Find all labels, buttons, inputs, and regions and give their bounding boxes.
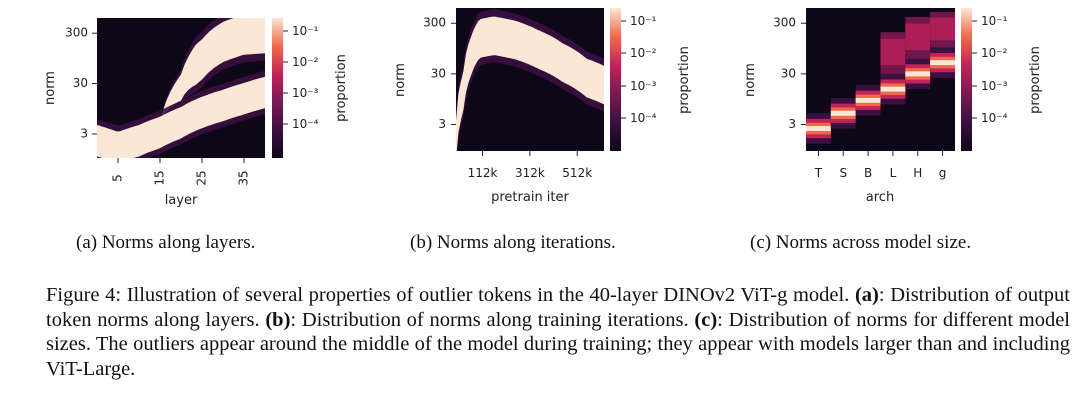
ytick-b-300: 300 [423,16,446,30]
xtick-c-g: g [939,166,947,180]
cbar-a-tick-3: 10⁻³ [292,86,319,100]
colorbar-b [610,8,621,151]
caption-b-text: : Distribution of norms along training i… [290,308,689,331]
heatmap-c-main-g-level-4 [930,60,955,66]
heatmap-c-marks [806,12,955,144]
xtick-c-T: T [814,166,823,180]
ytick-a-3: 3 [80,126,88,140]
figure-caption: Figure 4: Illustration of several proper… [46,283,1070,381]
xtick-b-312k: 312k [515,166,545,180]
caption-c-label: (c) [694,308,718,331]
xtick-c-H: H [913,166,922,180]
cbar-b-tick-4: 10⁻⁴ [630,111,657,125]
cbar-a-tick-2: 10⁻² [292,55,319,69]
heatmap-c-main-T-level-4 [806,126,831,132]
ytick-b-3: 3 [438,117,446,131]
ytick-b-30: 30 [431,66,446,80]
caption-lead: Figure 4: Illustration of several proper… [46,284,850,306]
subcaption-b: (b) Norms along iterations. [410,232,616,253]
ytick-a-300: 300 [65,26,88,40]
xtick-a-5: 5 [111,174,125,182]
heatmap-a-marks [97,18,265,158]
heatmap-c-outlier-core-L [880,38,906,66]
cbar-c-tick-2: 10⁻² [981,46,1008,60]
xtick-a-15: 15 [153,170,167,185]
cbar-a-tick-1: 10⁻¹ [292,24,319,38]
ytick-c-3: 3 [788,117,796,131]
heatmap-c-outlier-core-H [905,23,931,50]
caption-b-label: (b) [265,308,291,331]
xlabel-a: layer [165,193,198,208]
ylabel-b: norm [393,63,408,97]
cbar-a-tick-4: 10⁻⁴ [292,117,319,131]
cbar-a-label: proportion [334,54,349,122]
colorbar-a [272,18,283,158]
heatmap-a-outlier-band-level-5 [160,18,265,131]
xtick-c-S: S [839,166,847,180]
xlabel-b: pretrain iter [491,190,569,205]
caption-c-text: : Distribution of norms for different mo… [46,308,1071,380]
heatmap-b-main-band-level-5 [456,16,604,151]
caption-a-label: (a) [854,284,879,306]
ylabel-c: norm [743,63,758,97]
xtick-b-112k: 112k [468,166,498,180]
xtick-a-35: 35 [237,170,251,185]
subcaption-c: (c) Norms across model size. [750,232,972,253]
heatmap-b-marks [456,9,604,151]
heatmap-c-main-L-level-4 [880,86,906,92]
xtick-c-L: L [890,166,897,180]
cbar-b-tick-3: 10⁻³ [630,79,657,93]
figure-area: 3 30 300 norm 5 15 25 35 layer 10⁻¹ 10⁻²… [43,8,1043,208]
ytick-c-30: 30 [781,66,796,80]
colorbar-c [961,8,972,151]
ytick-c-300: 300 [773,16,796,30]
ylabel-a: norm [43,71,58,105]
cbar-c-tick-4: 10⁻⁴ [981,111,1008,125]
cbar-c-label: proportion [1028,46,1043,114]
panel-b: 3 30 300 norm 112k 312k 512k pretrain it… [393,8,692,205]
xtick-b-512k: 512k [562,166,592,180]
xlabel-c: arch [866,190,894,205]
cbar-c-tick-3: 10⁻³ [981,79,1008,93]
subcaption-a: (a) Norms along layers. [76,232,256,253]
cbar-b-label: proportion [677,46,692,114]
heatmap-a-main-band-level-5 [97,76,265,158]
xtick-a-25: 25 [195,170,209,185]
panel-a: 3 30 300 norm 5 15 25 35 layer 10⁻¹ 10⁻²… [43,18,349,208]
caption-a-text: : Distribution of output token norms alo… [46,284,1071,331]
xtick-c-B: B [864,166,872,180]
cbar-c-tick-1: 10⁻¹ [981,14,1008,28]
heatmap-c-main-B-level-4 [855,97,881,103]
cbar-b-tick-1: 10⁻¹ [630,14,657,28]
heatmap-c-main-H-level-4 [905,71,931,77]
ytick-a-30: 30 [73,76,88,90]
heatmap-c-outlier-core-g [930,17,955,41]
cbar-b-tick-2: 10⁻² [630,46,657,60]
heatmap-c-main-S-level-4 [830,110,856,116]
